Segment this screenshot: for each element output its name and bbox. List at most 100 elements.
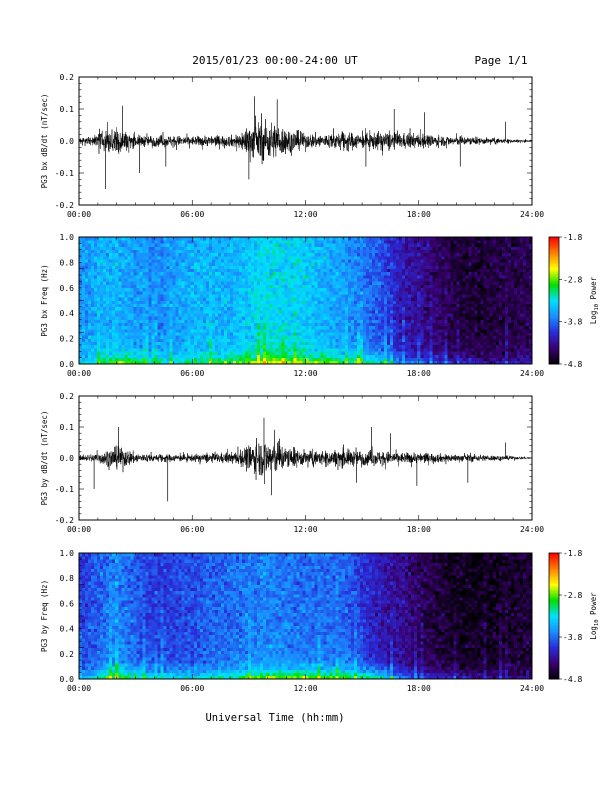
bx-spectrogram-cell — [193, 357, 198, 362]
bx-spectrogram-cell — [384, 300, 388, 304]
bx-spectrogram-cell — [426, 329, 430, 333]
bx-spectrogram-cell — [302, 332, 306, 336]
bx-spectrogram-cell — [239, 246, 243, 250]
bx-spectrogram-cell — [184, 310, 189, 314]
bx-spectrogram-cell — [344, 306, 349, 311]
bx-spectrogram-cell — [118, 240, 122, 244]
bx-spectrogram-cell — [426, 357, 430, 362]
bx-spectrogram-cell — [154, 306, 158, 311]
bx-spectrogram-cell — [263, 256, 267, 260]
bx-spectrogram-cell — [305, 240, 309, 244]
bx-spectrogram-cell — [145, 319, 149, 324]
bx-spectrogram-cell — [79, 278, 83, 282]
bx-spectrogram-cell — [145, 329, 149, 333]
bx-spectrogram-cell — [368, 332, 373, 336]
bx-spectrogram-cell — [154, 268, 158, 273]
bx-spectrogram-cell — [368, 316, 373, 320]
bx-spectrogram-cell — [420, 319, 424, 324]
bx-spectrogram-cell — [414, 262, 418, 266]
bx-spectrogram-cell — [344, 259, 349, 263]
bx-spectrogram-cell — [284, 319, 288, 324]
bx-spectrogram-cell — [284, 297, 288, 301]
bx-spectrogram-cell — [124, 344, 128, 349]
bx-spectrogram-cell — [88, 360, 92, 365]
bx-spectrogram-cell — [91, 240, 95, 244]
bx-spectrogram-cell — [323, 360, 327, 365]
bx-spectrogram-cell — [208, 325, 213, 330]
bx-spectrogram-cell — [347, 268, 352, 273]
bx-spectrogram-cell — [85, 313, 89, 317]
bx-spectrogram-cell — [118, 243, 122, 247]
bx-spectrogram-cell — [335, 240, 340, 244]
bx-spectrogram-cell — [127, 237, 131, 241]
bx-spectrogram-cell — [223, 351, 228, 355]
bx-spectrogram-cell — [239, 316, 243, 320]
bx-spectrogram-cell — [441, 332, 445, 336]
bx-spectrogram-cell — [402, 325, 406, 330]
bx-spectrogram-cell — [335, 319, 340, 324]
bx-spectrogram-cell — [284, 265, 288, 270]
bx-spectrogram-cell — [205, 338, 210, 343]
bx-spectrogram-cell — [326, 278, 330, 282]
bx-spectrogram-cell — [435, 284, 439, 289]
bx-spectrogram-cell — [190, 294, 195, 298]
bx-spectrogram-cell — [163, 243, 167, 247]
bx-spectrogram-cell — [133, 256, 137, 260]
bx-spectrogram-cell — [305, 297, 309, 301]
bx-spectrogram-cell — [127, 344, 131, 349]
bx-spectrogram-cell — [251, 357, 255, 362]
bx-spectrogram-cell — [214, 271, 219, 276]
bx-spectrogram-cell — [266, 338, 270, 343]
bx-spectrogram-cell — [414, 249, 418, 254]
bx-spectrogram-cell — [187, 341, 192, 346]
bx-spectrogram-cell — [414, 335, 418, 339]
bx-spectrogram-cell — [248, 271, 252, 276]
bx-spectrogram-cell — [242, 310, 246, 314]
bx-spectrogram-cell — [399, 357, 403, 362]
bx-spectrogram-cell — [329, 237, 333, 241]
bx-spectrogram-cell — [217, 262, 222, 266]
bx-spectrogram-cell — [350, 284, 355, 289]
bx-spectrogram-cell — [154, 357, 158, 362]
bx-spectrogram-cell — [181, 351, 185, 355]
bx-spectrogram-cell — [82, 297, 86, 301]
bx-spectrogram-cell — [314, 259, 318, 263]
bx-spectrogram-cell — [344, 246, 349, 250]
bx-spectrogram-cell — [402, 306, 406, 311]
bx-spectrogram-cell — [239, 341, 243, 346]
bx-spectrogram-cell — [199, 297, 204, 301]
bx-spectrogram-cell — [266, 256, 270, 260]
bx-spectrogram-cell — [263, 354, 267, 358]
bx-spectrogram-cell — [205, 310, 210, 314]
bx-spectrogram-cell — [444, 313, 448, 317]
bx-spectrogram-cell — [136, 240, 140, 244]
bx-spectrogram-cell — [414, 275, 418, 279]
bx-spectrogram-cell — [275, 262, 279, 266]
bx-spectrogram-cell — [311, 237, 315, 241]
bx-spectrogram-cell — [151, 243, 155, 247]
bx-timeseries-x-tick-label: 24:00 — [520, 210, 544, 219]
bx-spectrogram-cell — [350, 249, 355, 254]
bx-spectrogram-cell — [94, 303, 98, 308]
bx-spectrogram-cell — [211, 237, 216, 241]
bx-spectrogram-cell — [275, 278, 279, 282]
bx-spectrogram-cell — [296, 297, 300, 301]
bx-spectrogram-cell — [178, 300, 182, 304]
bx-spectrogram-cell — [199, 275, 204, 279]
bx-spectrogram-cell — [223, 344, 228, 349]
bx-spectrogram-cell — [263, 271, 267, 276]
bx-spectrogram-cell — [151, 306, 155, 311]
bx-spectrogram-cell — [263, 278, 267, 282]
bx-spectrogram-cell — [245, 351, 249, 355]
bx-spectrogram-cell — [211, 303, 216, 308]
bx-spectrogram-cell — [266, 284, 270, 289]
bx-spectrogram-cell — [175, 259, 179, 263]
bx-spectrogram-cell — [103, 313, 107, 317]
bx-spectrogram-cell — [341, 265, 346, 270]
bx-spectrogram-cell — [275, 290, 279, 295]
bx-spectrogram-cell — [266, 271, 270, 276]
bx-spectrogram-cell — [97, 262, 101, 266]
bx-spectrogram-cell — [344, 290, 349, 295]
bx-spectrogram-cell — [356, 287, 361, 292]
bx-spectrogram-cell — [390, 284, 394, 289]
